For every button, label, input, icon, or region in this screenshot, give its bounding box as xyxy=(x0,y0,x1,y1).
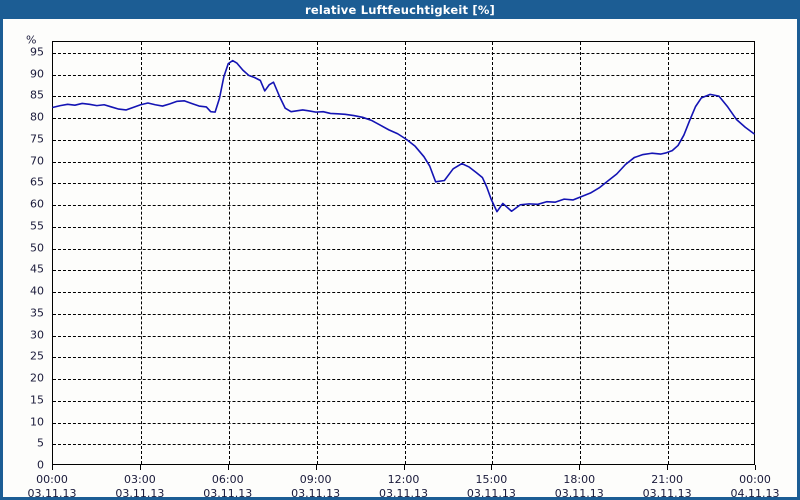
x-axis-tick-date: 03.11.13 xyxy=(203,487,253,500)
x-axis-tick-date: 03.11.13 xyxy=(27,487,77,500)
gridline-horizontal xyxy=(53,52,754,54)
x-axis-tick-mark xyxy=(315,465,317,470)
gridline-vertical xyxy=(140,42,142,464)
x-axis-tick-time: 00:00 xyxy=(739,473,771,486)
x-axis-tick-date: 03.11.13 xyxy=(379,487,428,500)
gridline-horizontal xyxy=(53,335,754,337)
y-axis-unit-label: % xyxy=(26,33,37,47)
y-axis-tick-label: 60 xyxy=(30,197,44,211)
series-layer xyxy=(53,42,754,464)
gridline-vertical xyxy=(492,42,494,464)
y-axis-tick-label: 30 xyxy=(30,328,44,342)
x-axis-tick-mark xyxy=(403,465,405,470)
y-axis-tick-label: 25 xyxy=(30,349,44,363)
x-axis-tick-time: 00:00 xyxy=(36,473,68,486)
x-axis-tick-date: 03.11.13 xyxy=(115,487,165,500)
gridline-vertical xyxy=(668,42,670,464)
y-axis-tick-label: 45 xyxy=(30,262,44,276)
chart-title: relative Luftfeuchtigkeit [%] xyxy=(304,2,495,17)
y-axis-tick-label: 5 xyxy=(37,436,44,450)
y-axis-tick-label: 0 xyxy=(37,458,44,472)
y-axis-tick-label: 95 xyxy=(30,45,44,59)
y-axis-tick-label: 55 xyxy=(30,219,44,233)
y-axis-tick-label: 70 xyxy=(30,154,44,168)
x-axis-tick-label: 21:00 03.11.13 xyxy=(622,473,712,500)
gridline-horizontal xyxy=(53,270,754,272)
x-axis-tick-time: 21:00 xyxy=(651,473,683,486)
y-axis-tick-label: 40 xyxy=(30,284,44,298)
gridline-vertical xyxy=(580,42,582,464)
gridline-horizontal xyxy=(53,74,754,76)
window-title-bar: relative Luftfeuchtigkeit [%] xyxy=(0,0,800,19)
gridline-horizontal xyxy=(53,292,754,294)
x-axis-tick-date: 04.11.13 xyxy=(730,487,780,500)
x-axis-tick-label: 00:00 03.11.13 xyxy=(7,473,97,500)
x-axis-tick-date: 03.11.13 xyxy=(554,487,604,500)
x-axis-tick-mark xyxy=(755,465,756,470)
y-axis-tick-label: 85 xyxy=(30,88,44,102)
x-axis-tick-time: 12:00 xyxy=(387,473,420,486)
x-axis-tick-time: 15:00 xyxy=(475,473,508,486)
x-axis-tick-date: 03.11.13 xyxy=(466,487,516,500)
x-axis-tick-mark xyxy=(491,465,493,470)
gridline-horizontal xyxy=(53,400,754,402)
gridline-horizontal xyxy=(53,205,754,207)
x-axis-tick-mark xyxy=(52,465,53,470)
gridline-horizontal xyxy=(53,118,754,120)
y-axis-tick-label: 90 xyxy=(30,67,44,81)
y-axis-tick-label: 80 xyxy=(30,110,44,124)
gridline-horizontal xyxy=(53,183,754,185)
x-axis-tick-mark xyxy=(227,465,229,470)
gridline-horizontal xyxy=(53,139,754,141)
x-axis-tick-time: 18:00 xyxy=(563,473,596,486)
x-axis-tick-date: 03.11.13 xyxy=(291,487,341,500)
gridline-horizontal xyxy=(53,313,754,315)
gridline-horizontal xyxy=(53,248,754,250)
gridline-horizontal xyxy=(53,379,754,381)
x-axis-tick-mark xyxy=(579,465,581,470)
gridline-vertical xyxy=(316,42,318,464)
x-axis-tick-label: 06:00 03.11.13 xyxy=(183,473,273,500)
x-axis-tick-label: 12:00 03.11.13 xyxy=(359,473,449,500)
gridline-horizontal xyxy=(53,161,754,163)
y-axis-tick-label: 15 xyxy=(30,393,44,407)
x-axis-tick-mark xyxy=(139,465,141,470)
gridline-horizontal xyxy=(53,96,754,98)
plot-area xyxy=(52,41,755,465)
x-axis-tick-label: 03:00 03.11.13 xyxy=(95,473,185,500)
x-axis-tick-date: 03.11.13 xyxy=(642,487,692,500)
humidity-series-line xyxy=(53,61,754,212)
gridline-horizontal xyxy=(53,357,754,359)
x-axis-tick-time: 06:00 xyxy=(211,473,244,486)
y-axis-tick-label: 50 xyxy=(30,241,44,255)
x-axis-tick-time: 09:00 xyxy=(299,473,332,486)
y-axis-tick-label: 35 xyxy=(30,306,44,320)
gridline-horizontal xyxy=(53,444,754,446)
x-axis-tick-label: 15:00 03.11.13 xyxy=(446,473,536,500)
gridline-vertical xyxy=(404,42,406,464)
gridline-vertical xyxy=(228,42,230,464)
gridline-horizontal xyxy=(53,226,754,228)
gridline-horizontal xyxy=(53,422,754,424)
y-axis-tick-label: 75 xyxy=(30,132,44,146)
x-axis-tick-label: 18:00 03.11.13 xyxy=(534,473,624,500)
y-axis-tick-label: 10 xyxy=(30,415,44,428)
y-axis-tick-label: 65 xyxy=(30,175,44,189)
x-axis-tick-label: 00:00 04.11.13 xyxy=(710,473,800,500)
y-axis-tick-label: 20 xyxy=(30,371,44,385)
x-axis-tick-label: 09:00 03.11.13 xyxy=(271,473,361,500)
x-axis-tick-time: 03:00 xyxy=(124,473,156,486)
x-axis-tick-mark xyxy=(667,465,669,470)
